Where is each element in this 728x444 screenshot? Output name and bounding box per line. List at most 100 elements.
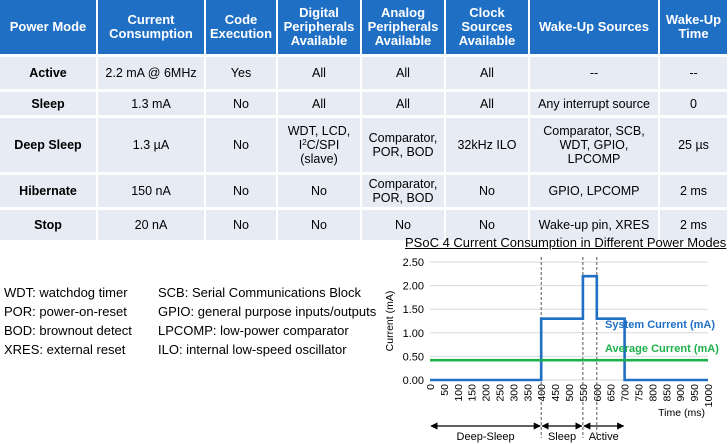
y-tick-label: 0.00 [403, 375, 424, 387]
system-current-line [430, 274, 708, 382]
cell-mode: Active [0, 55, 98, 92]
cell-digital: WDT, LCD, I2C/SPI (slave) [277, 116, 362, 175]
header-analog-peripherals: Analog Peripherals Available [361, 0, 446, 57]
cell-digital: No [277, 173, 362, 210]
cell-digital-i: I [298, 138, 303, 152]
cell-mode: Stop [0, 208, 98, 243]
header-clock-sources: Clock Sources Available [445, 0, 530, 57]
cell-code-execution: Yes [205, 55, 278, 92]
table-row-active: Active 2.2 mA @ 6MHz Yes All All All -- … [0, 55, 728, 92]
cell-digital-line-3: (slave) [300, 152, 338, 166]
legend-average-current: Average Current (mA) [605, 343, 719, 355]
x-tick-label: 900 [675, 384, 687, 402]
cell-mode: Hibernate [0, 173, 98, 210]
abbreviation-ilo: ILO: internal low-speed oscillator [158, 342, 347, 357]
header-wake-up-time: Wake-Up Time [659, 0, 728, 57]
x-tick-label: 350 [522, 384, 534, 402]
x-tick-label: 0 [425, 384, 437, 390]
abbreviation-bod: BOD: brownout detect [4, 323, 132, 338]
cell-code-execution: No [205, 90, 278, 118]
phase-label: Sleep [548, 431, 576, 443]
y-tick-label: 1.50 [403, 304, 424, 316]
header-power-mode: Power Mode [0, 0, 98, 57]
cell-wake-sources: Any interrupt source [529, 90, 660, 118]
phase-label: Deep-Sleep [457, 431, 515, 443]
y-tick-label: 1.00 [403, 328, 424, 340]
x-tick-label: 50 [439, 384, 451, 396]
abbreviation-lpcomp: LPCOMP: low-power comparator [158, 323, 349, 338]
cell-wake-time: 0 [659, 90, 728, 118]
abbreviation-xres: XRES: external reset [4, 342, 126, 357]
x-axis-label: Time (ms) [658, 407, 705, 419]
cell-mode: Deep Sleep [0, 116, 98, 175]
cell-wake-time: 2 ms [659, 208, 728, 243]
abbreviation-gpio: GPIO: general purpose inputs/outputs [158, 304, 377, 319]
cell-analog: No [361, 208, 446, 243]
cell-analog: Comparator, POR, BOD [361, 173, 446, 210]
cell-digital-line-1: WDT, LCD, [287, 124, 351, 138]
cell-wake-sources: Wake-up pin, XRES [529, 208, 660, 243]
header-digital-peripherals: Digital Peripherals Available [277, 0, 362, 57]
abbreviation-scb: SCB: Serial Communications Block [158, 285, 362, 300]
x-tick-label: 150 [467, 384, 479, 402]
cell-digital: All [277, 55, 362, 92]
x-tick-label: 750 [634, 384, 646, 402]
x-tick-label: 250 [495, 384, 507, 402]
y-tick-label: 0.50 [403, 351, 424, 363]
x-tick-label: 450 [550, 384, 562, 402]
abbreviation-por: POR: power-on-reset [4, 304, 127, 319]
x-tick-label: 400 [536, 384, 548, 402]
header-code-execution: Code Execution [205, 0, 278, 57]
x-tick-label: 300 [508, 384, 520, 402]
cell-clock: No [445, 208, 530, 243]
cell-analog: All [361, 90, 446, 118]
cell-digital: All [277, 90, 362, 118]
cell-digital-superscript: 2 [302, 138, 307, 147]
table-row-deep-sleep: Deep Sleep 1.3 µA No WDT, LCD, I2C/SPI (sl… [0, 116, 728, 175]
cell-current: 1.3 µA [97, 116, 206, 175]
table-header-row: Power Mode Current Consumption Code Exec… [0, 0, 728, 57]
y-axis-label: Current (mA) [384, 291, 396, 352]
cell-clock: 32kHz ILO [445, 116, 530, 175]
x-tick-label: 850 [661, 384, 673, 402]
x-tick-label: 800 [647, 384, 659, 402]
x-tick-label: 1000 [703, 384, 715, 408]
cell-clock: All [445, 55, 530, 92]
cell-digital-line-2: C/SPI [306, 138, 340, 152]
phase-label: Active [589, 431, 619, 443]
table-row-stop: Stop 20 nA No No No No Wake-up pin, XRES… [0, 208, 728, 243]
abbreviation-wdt: WDT: watchdog timer [4, 285, 128, 300]
cell-clock: All [445, 90, 530, 118]
cell-code-execution: No [205, 173, 278, 210]
cell-wake-sources: Comparator, SCB, WDT, GPIO, LPCOMP [529, 116, 660, 175]
x-tick-label: 550 [578, 384, 590, 402]
x-tick-label: 500 [564, 384, 576, 402]
x-tick-label: 950 [689, 384, 701, 402]
legend-system-current: System Current (mA) [605, 319, 715, 331]
cell-analog: All [361, 55, 446, 92]
cell-code-execution: No [205, 208, 278, 243]
cell-wake-time: -- [659, 55, 728, 92]
cell-wake-time: 2 ms [659, 173, 728, 210]
y-tick-label: 2.00 [403, 281, 424, 293]
cell-digital: No [277, 208, 362, 243]
abbreviation-list-right: SCB: Serial Communications Block GPIO: g… [158, 283, 376, 359]
cell-current: 20 nA [97, 208, 206, 243]
cell-code-execution: No [205, 116, 278, 175]
cell-current: 150 nA [97, 173, 206, 210]
cell-wake-time: 25 µs [659, 116, 728, 175]
cell-wake-sources: GPIO, LPCOMP [529, 173, 660, 210]
table-row-sleep: Sleep 1.3 mA No All All All Any interrup… [0, 90, 728, 118]
cell-mode: Sleep [0, 90, 98, 118]
x-tick-label: 650 [606, 384, 618, 402]
x-tick-label: 200 [481, 384, 493, 402]
chart-title: PSoC 4 Current Consumption in Different … [405, 235, 727, 250]
cell-current: 1.3 mA [97, 90, 206, 118]
power-mode-table: Power Mode Current Consumption Code Exec… [0, 0, 728, 243]
abbreviation-list-left: WDT: watchdog timer POR: power-on-reset … [4, 283, 132, 359]
cell-analog: Comparator, POR, BOD [361, 116, 446, 175]
x-tick-label: 100 [453, 384, 465, 402]
cell-current: 2.2 mA @ 6MHz [97, 55, 206, 92]
header-current-consumption: Current Consumption [97, 0, 206, 57]
